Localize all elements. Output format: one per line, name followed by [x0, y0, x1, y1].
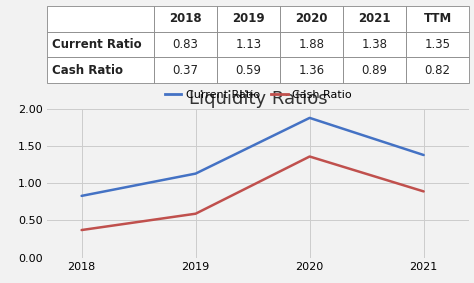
- Text: Liquidity Ratios: Liquidity Ratios: [189, 90, 328, 108]
- Legend: Current Ratio, Cash Ratio: Current Ratio, Cash Ratio: [160, 86, 356, 105]
